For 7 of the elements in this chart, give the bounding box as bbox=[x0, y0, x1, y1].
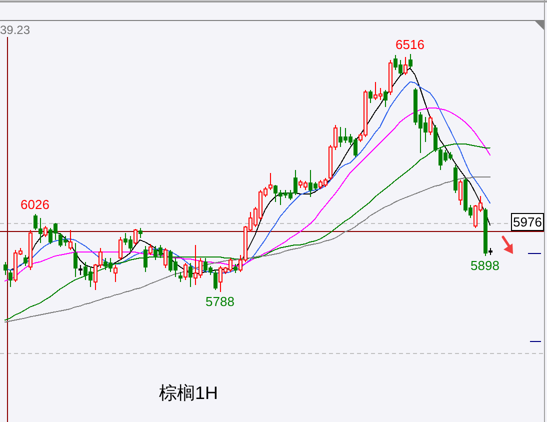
text: 棕榈1H bbox=[159, 383, 218, 403]
text: 39.23 bbox=[0, 23, 30, 37]
annotation: 5788 bbox=[206, 294, 234, 309]
annotation: 5898 bbox=[470, 258, 500, 274]
annotation: 6516 bbox=[396, 37, 424, 52]
annotation: 6026 bbox=[20, 197, 50, 212]
ref-line-label: 5976 bbox=[513, 214, 542, 230]
